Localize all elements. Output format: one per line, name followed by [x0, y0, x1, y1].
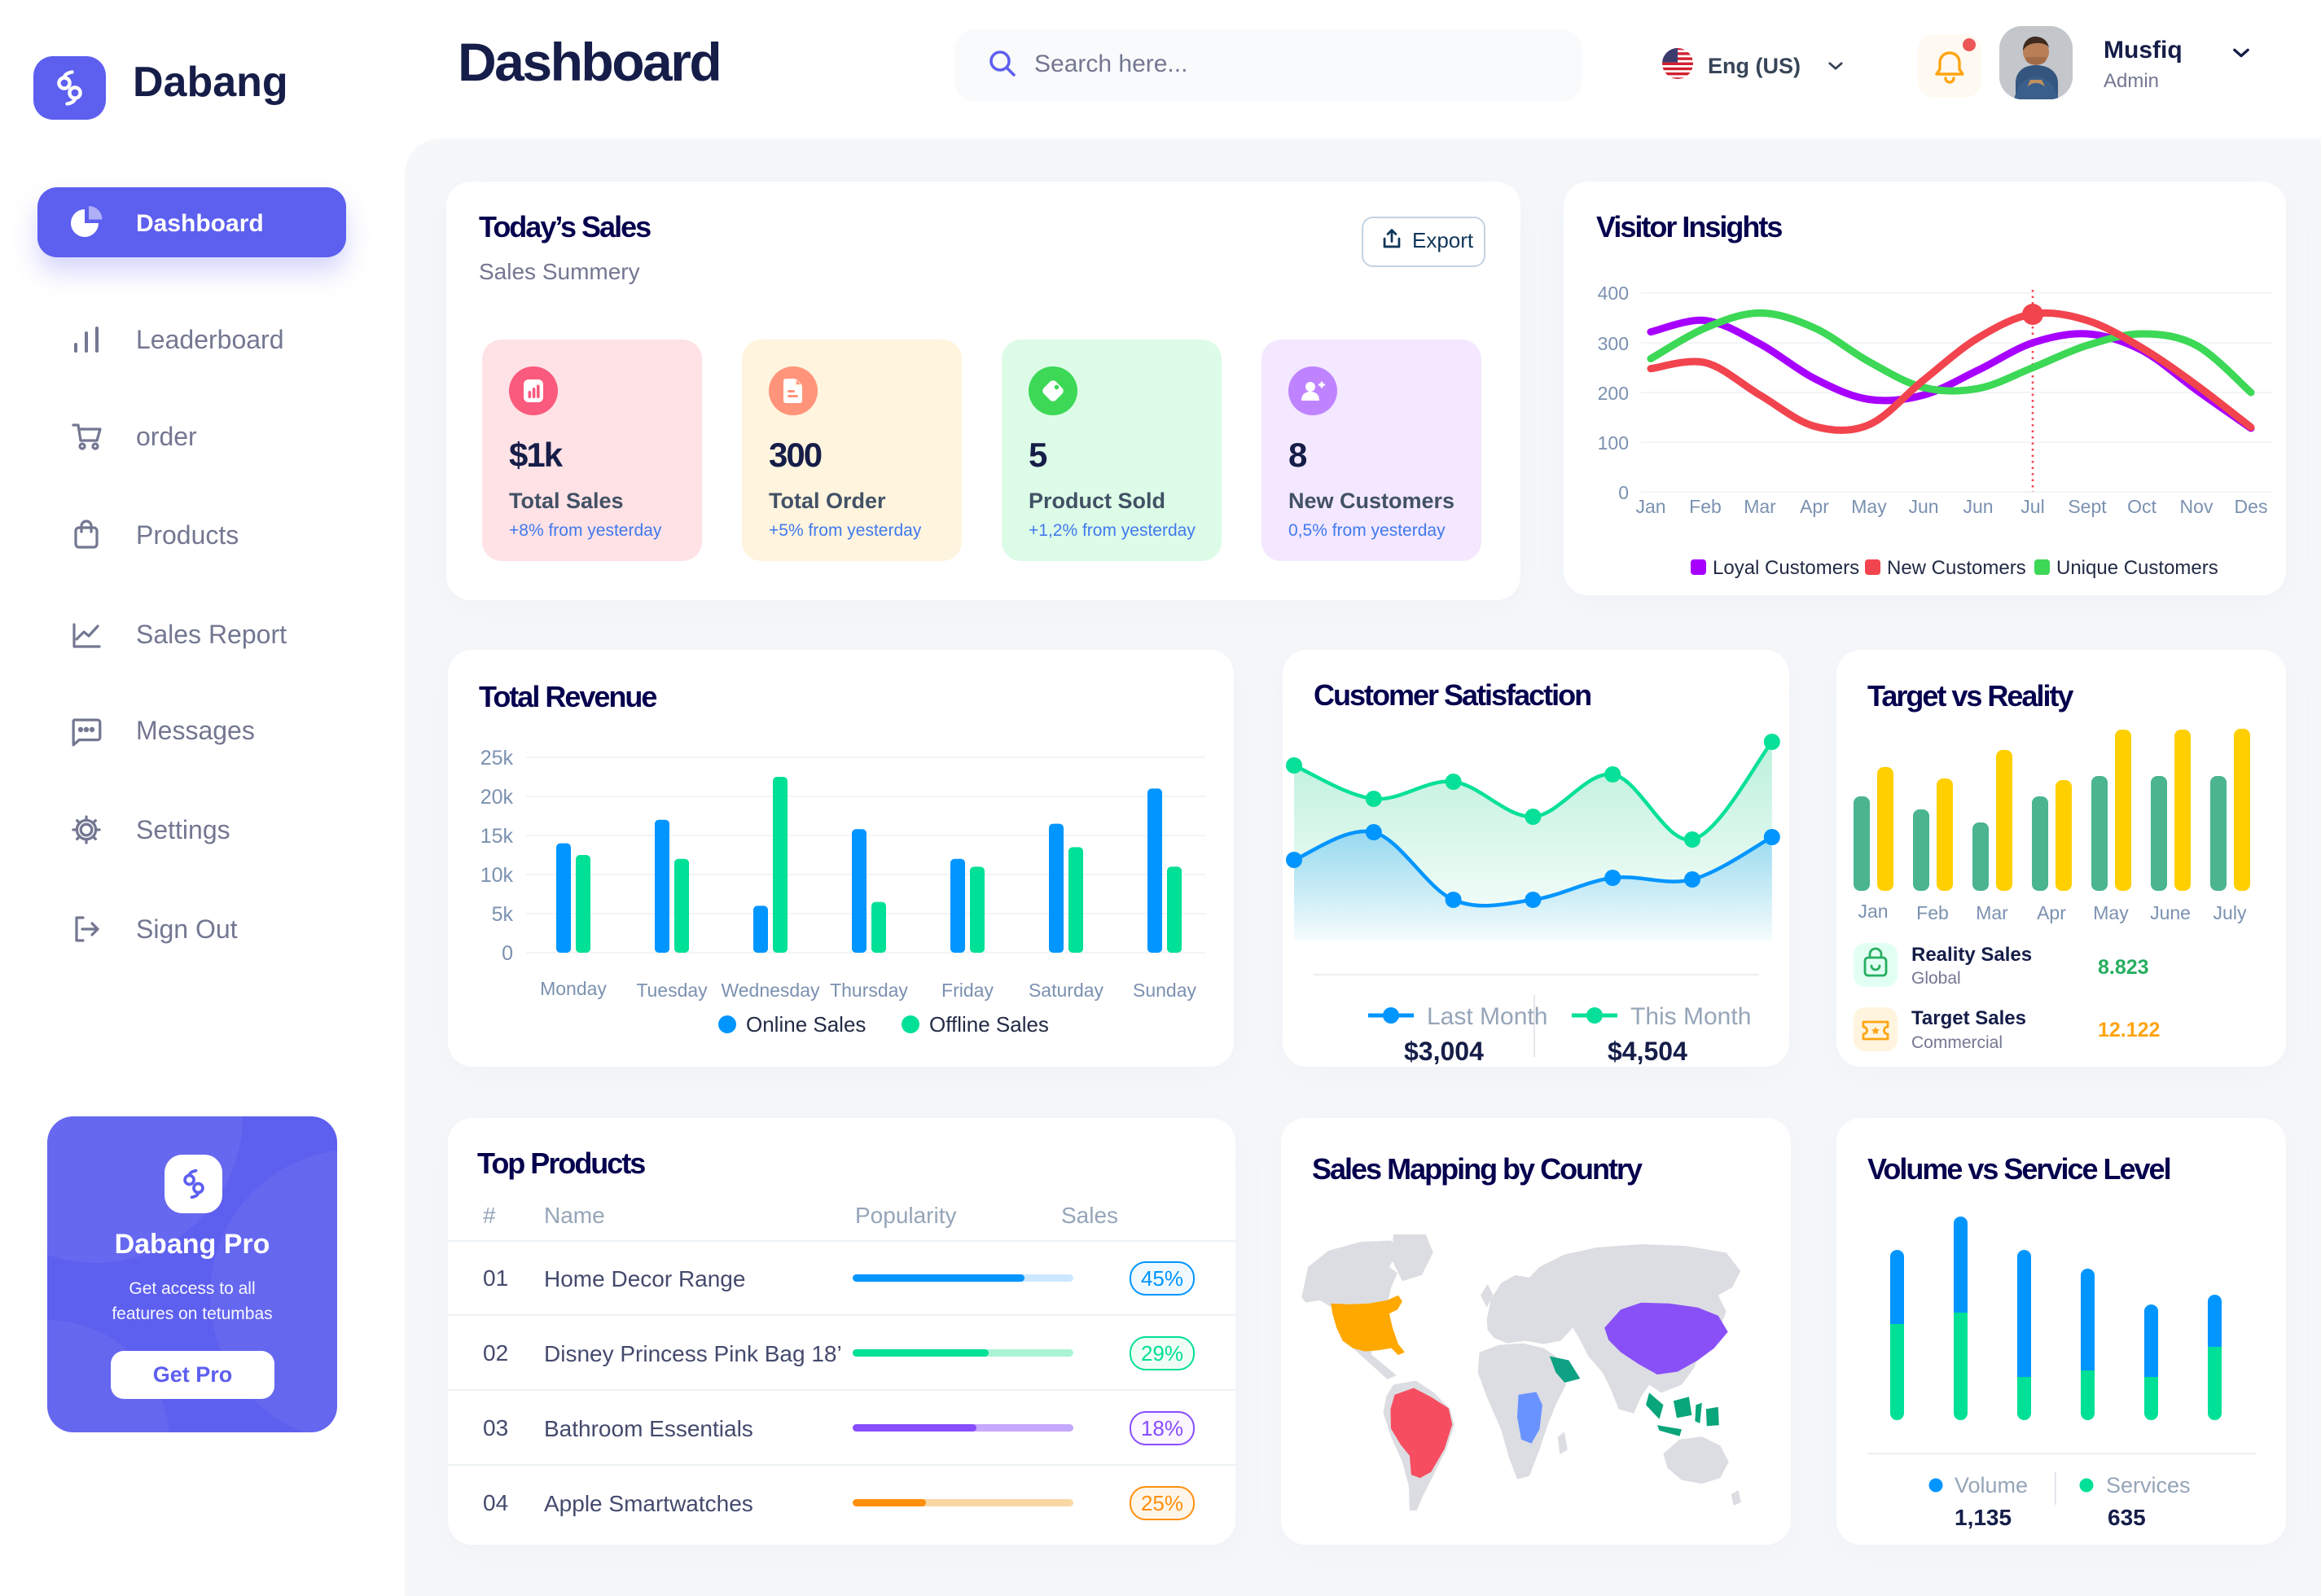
svg-text:#: #: [483, 1203, 496, 1228]
svg-text:Mar: Mar: [1976, 902, 2008, 923]
svg-text:Feb: Feb: [1916, 902, 1949, 923]
svg-text:1,135: 1,135: [1955, 1505, 2012, 1530]
svg-text:100: 100: [1598, 432, 1629, 454]
svg-text:Jun: Jun: [1963, 496, 1993, 517]
svg-text:0: 0: [502, 942, 513, 965]
svg-text:Last Month: Last Month: [1427, 1003, 1547, 1030]
svg-text:Sales: Sales: [1061, 1203, 1118, 1228]
svg-text:Saturday: Saturday: [1029, 980, 1104, 1001]
svg-text:20k: 20k: [480, 786, 514, 809]
svg-text:Bathroom Essentials: Bathroom Essentials: [544, 1416, 753, 1441]
svg-text:$3,004: $3,004: [1404, 1037, 1484, 1066]
svg-text:04: 04: [483, 1490, 508, 1515]
svg-text:Jun: Jun: [1908, 496, 1938, 517]
svg-text:Oct: Oct: [2127, 496, 2156, 517]
svg-text:Services: Services: [2106, 1473, 2191, 1497]
svg-text:18%: 18%: [1141, 1416, 1183, 1440]
svg-text:Name: Name: [544, 1203, 605, 1228]
svg-text:Loyal Customers: Loyal Customers: [1713, 557, 1859, 579]
svg-text:45%: 45%: [1141, 1266, 1183, 1291]
svg-text:New Customers: New Customers: [1887, 557, 2026, 579]
svg-text:5k: 5k: [492, 903, 514, 926]
svg-text:Apr: Apr: [1800, 496, 1829, 517]
svg-text:Feb: Feb: [1689, 496, 1722, 517]
svg-text:Home Decor Range: Home Decor Range: [544, 1266, 745, 1291]
svg-text:This Month: This Month: [1630, 1003, 1751, 1030]
svg-text:29%: 29%: [1141, 1341, 1183, 1366]
svg-text:Wednesday: Wednesday: [721, 980, 820, 1001]
svg-text:15k: 15k: [480, 825, 514, 848]
svg-text:Jan: Jan: [1858, 901, 1888, 922]
svg-text:Des: Des: [2235, 496, 2268, 517]
svg-text:Monday: Monday: [540, 978, 607, 999]
svg-text:400: 400: [1598, 283, 1629, 304]
svg-text:Nov: Nov: [2180, 496, 2214, 517]
svg-text:10k: 10k: [480, 864, 514, 887]
svg-text:Target Sales: Target Sales: [1911, 1007, 2026, 1029]
svg-text:May: May: [1851, 496, 1887, 517]
svg-text:Global: Global: [1911, 969, 1961, 988]
svg-text:01: 01: [483, 1265, 508, 1291]
svg-text:25%: 25%: [1141, 1491, 1183, 1515]
svg-text:Online Sales: Online Sales: [746, 1012, 866, 1037]
svg-text:200: 200: [1598, 383, 1629, 404]
svg-text:May: May: [2093, 902, 2129, 923]
svg-text:Jul: Jul: [2020, 496, 2044, 517]
svg-text:8.823: 8.823: [2098, 956, 2149, 979]
svg-text:Unique Customers: Unique Customers: [2056, 557, 2218, 579]
svg-text:25k: 25k: [480, 747, 514, 770]
svg-text:Sept: Sept: [2068, 496, 2107, 517]
svg-text:Thursday: Thursday: [830, 980, 908, 1001]
svg-text:Reality Sales: Reality Sales: [1911, 944, 2032, 966]
svg-text:Jan: Jan: [1635, 496, 1665, 517]
svg-text:Popularity: Popularity: [855, 1203, 957, 1228]
svg-text:Friday: Friday: [941, 980, 994, 1001]
svg-text:300: 300: [1598, 333, 1629, 354]
svg-text:03: 03: [483, 1415, 508, 1440]
svg-text:July: July: [2214, 902, 2247, 923]
svg-text:Offline Sales: Offline Sales: [929, 1012, 1049, 1037]
svg-text:Tuesday: Tuesday: [636, 980, 708, 1001]
svg-text:Sunday: Sunday: [1133, 980, 1197, 1001]
svg-text:Commercial: Commercial: [1911, 1033, 2003, 1052]
svg-text:12.122: 12.122: [2098, 1019, 2160, 1041]
svg-text:Apr: Apr: [2037, 902, 2066, 923]
svg-text:02: 02: [483, 1340, 508, 1366]
svg-text:0: 0: [1618, 482, 1629, 503]
svg-text:Volume: Volume: [1955, 1473, 2028, 1497]
svg-text:Mar: Mar: [1744, 496, 1776, 517]
svg-text:635: 635: [2108, 1505, 2146, 1530]
svg-text:Disney Princess Pink Bag 18’: Disney Princess Pink Bag 18’: [544, 1341, 842, 1366]
svg-text:$4,504: $4,504: [1608, 1037, 1687, 1066]
svg-text:June: June: [2150, 902, 2191, 923]
svg-text:Apple Smartwatches: Apple Smartwatches: [544, 1491, 753, 1516]
